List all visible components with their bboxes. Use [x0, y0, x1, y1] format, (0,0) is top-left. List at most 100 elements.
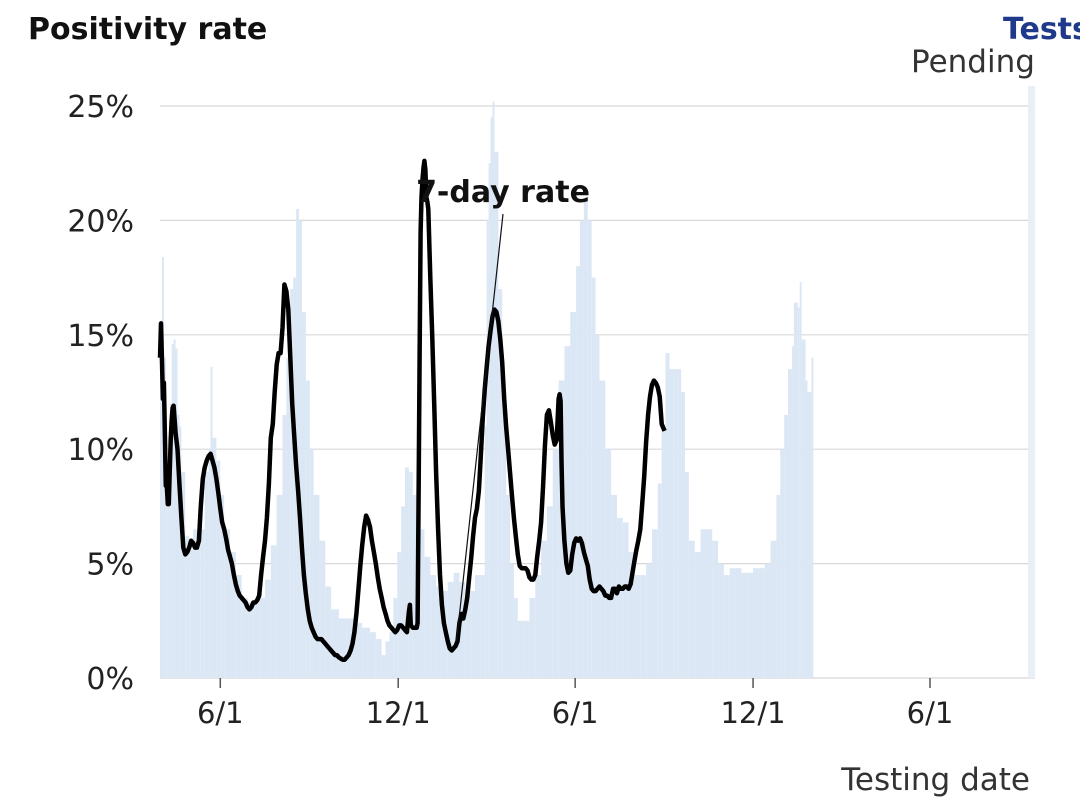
- daily-rate-bar: [502, 403, 507, 678]
- daily-rate-bar: [224, 529, 230, 678]
- daily-rate-bar: [622, 522, 629, 678]
- daily-rate-bar: [475, 575, 481, 678]
- pending-label: Pending: [911, 44, 1035, 80]
- daily-rate-bar: [688, 540, 695, 678]
- daily-rate-bar: [541, 540, 547, 678]
- daily-rate-bar: [770, 540, 777, 678]
- daily-rate-bar: [175, 348, 178, 678]
- daily-rate-bar: [270, 545, 277, 678]
- daily-rate-bar: [381, 655, 386, 678]
- daily-rate-bar: [177, 414, 180, 678]
- daily-rate-bar: [200, 529, 205, 678]
- daily-rate-bar: [220, 494, 225, 678]
- daily-rate-bar: [265, 579, 271, 678]
- daily-rate-bar: [605, 449, 612, 678]
- daily-rate-bar: [681, 392, 685, 678]
- daily-rate-bar: [286, 357, 291, 678]
- daily-rate-bar: [397, 552, 402, 678]
- daily-rate-bar: [747, 572, 754, 678]
- daily-rate-bar: [385, 641, 390, 678]
- y-tick-label: 15%: [67, 319, 134, 354]
- daily-rate-bar: [611, 494, 617, 678]
- daily-rate-bar: [634, 575, 641, 678]
- daily-rate-bar: [259, 597, 265, 678]
- y-tick-label: 20%: [67, 204, 134, 239]
- daily-rate-bar: [319, 540, 326, 678]
- daily-rate-bar: [185, 536, 190, 678]
- daily-rate-bar: [208, 449, 211, 678]
- daily-rate-bar: [465, 591, 472, 678]
- daily-rate-bar: [685, 472, 689, 678]
- daily-rate-bar: [665, 353, 670, 678]
- daily-rate-bar: [583, 197, 588, 678]
- daily-rate-bar: [354, 623, 363, 678]
- daily-rate-bar: [801, 339, 806, 678]
- daily-rate-bar: [780, 449, 785, 678]
- daily-rate-bar: [517, 620, 524, 678]
- x-tick-label: 6/1: [907, 696, 954, 730]
- daily-rate-bar: [587, 220, 592, 678]
- daily-rate-bar: [430, 575, 437, 678]
- daily-rate-bar: [309, 449, 314, 678]
- daily-rate-bar: [805, 380, 808, 678]
- daily-rate-bar: [436, 586, 442, 678]
- daily-rate-bar: [535, 575, 542, 678]
- daily-rate-bar: [171, 343, 174, 678]
- daily-rate-bar: [362, 627, 370, 678]
- daily-rate-bar: [486, 220, 489, 678]
- daily-rate-bar: [646, 563, 652, 678]
- daily-rate-bars: [160, 101, 814, 678]
- daily-rate-bar: [408, 472, 413, 678]
- daily-rate-bar: [669, 369, 674, 678]
- daily-rate-bar: [165, 472, 168, 678]
- daily-rate-bar: [293, 277, 297, 678]
- daily-rate-bar: [484, 426, 487, 678]
- daily-rate-bar: [723, 575, 730, 678]
- daily-rate-bar: [459, 581, 466, 678]
- y-tick-label: 5%: [86, 548, 134, 583]
- daily-rate-bar: [296, 208, 300, 678]
- daily-rate-bar: [599, 380, 606, 678]
- daily-rate-bar: [173, 339, 176, 678]
- daily-rate-bar: [370, 632, 376, 678]
- daily-rate-bar: [595, 334, 600, 678]
- daily-rate-bar: [338, 618, 347, 678]
- daily-rate-bar: [640, 575, 647, 678]
- x-tick-label: 6/1: [197, 696, 244, 730]
- daily-rate-bar: [305, 380, 310, 678]
- tab-tests[interactable]: Tests: [1003, 12, 1080, 47]
- daily-rate-bar: [788, 369, 792, 678]
- daily-rate-bar: [401, 506, 405, 678]
- daily-rate-bar: [471, 591, 475, 678]
- daily-rate-bar: [700, 529, 707, 678]
- daily-rate-bar: [480, 575, 485, 678]
- y-tick-label: 0%: [86, 662, 134, 697]
- daily-rate-bar: [570, 311, 577, 678]
- daily-rate-bar: [712, 540, 719, 678]
- daily-rate-bar: [580, 220, 584, 678]
- daily-rate-bar: [276, 494, 283, 678]
- daily-rate-bar: [447, 581, 454, 678]
- daily-rate-bar: [389, 632, 394, 678]
- daily-rate-bar: [331, 609, 339, 678]
- daily-rate-bar: [735, 568, 742, 678]
- daily-rate-bar: [793, 302, 798, 678]
- daily-rate-bar: [729, 568, 736, 678]
- daily-rate-bar: [424, 556, 431, 678]
- daily-rate-bar: [169, 403, 172, 678]
- chart-title: Positivity rate: [28, 12, 268, 47]
- daily-rate-bar: [290, 289, 294, 678]
- daily-rate-bar: [163, 357, 166, 678]
- daily-rate-bar: [204, 472, 209, 678]
- daily-rate-bar: [811, 357, 814, 678]
- daily-rate-bar: [282, 414, 287, 678]
- daily-rate-bar: [189, 549, 194, 678]
- x-axis-ticks: 6/1 12/1 6/1 12/1 6/1: [197, 678, 953, 730]
- x-tick-label: 12/1: [366, 696, 431, 730]
- daily-rate-bar: [393, 597, 398, 678]
- daily-rate-bar: [591, 277, 596, 678]
- annotation-leader-line: [455, 213, 504, 642]
- daily-rate-bar: [758, 568, 765, 678]
- daily-rate-bar: [506, 494, 510, 678]
- daily-rate-bar: [230, 552, 236, 678]
